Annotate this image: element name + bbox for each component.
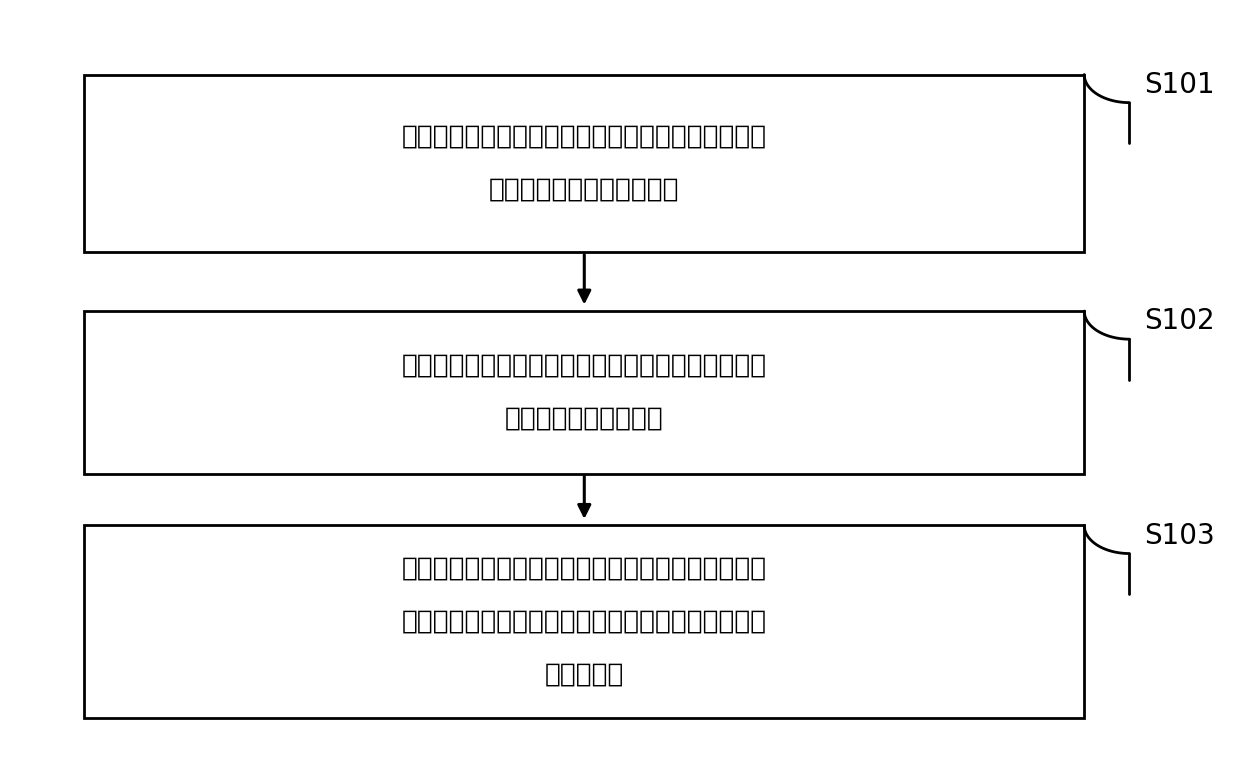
FancyBboxPatch shape [84,311,1084,474]
Text: 透功率极限: 透功率极限 [544,661,624,688]
Text: 获取预测风电出力数据，并根据预测风电出力数据得: 获取预测风电出力数据，并根据预测风电出力数据得 [402,353,766,379]
Text: S102: S102 [1143,307,1214,336]
Text: 到最恶劣风电出力场景: 到最恶劣风电出力场景 [505,406,663,432]
Text: 将电力系统暂态安全性约束采用二元表的形式表示，: 将电力系统暂态安全性约束采用二元表的形式表示， [402,124,766,149]
FancyBboxPatch shape [84,75,1084,252]
Text: 在最恶劣风电出力场景下，根据风电接入台数向量以: 在最恶劣风电出力场景下，根据风电接入台数向量以 [402,555,766,581]
FancyBboxPatch shape [84,525,1084,718]
Text: S103: S103 [1143,522,1214,550]
Text: 及暂态安全性约束二元表计算电力系统的动态风电穿: 及暂态安全性约束二元表计算电力系统的动态风电穿 [402,608,766,634]
Text: 得到暂态安全性约束二元表: 得到暂态安全性约束二元表 [489,177,680,203]
Text: S101: S101 [1143,71,1214,99]
